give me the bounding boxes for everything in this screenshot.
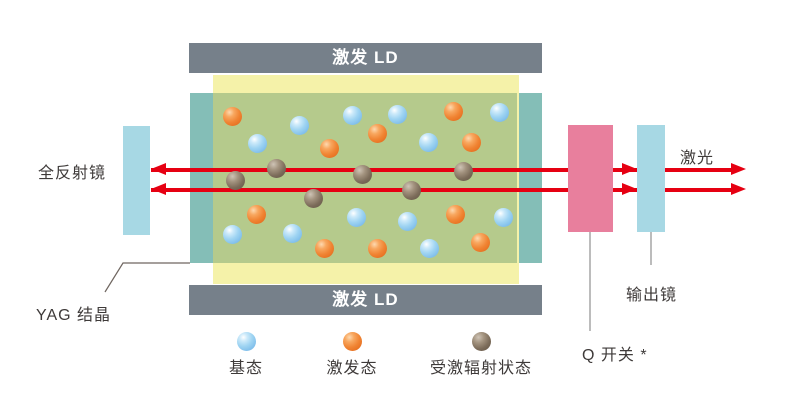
yag-leader-line <box>104 262 190 293</box>
legend-label-excited-state: 激发态 <box>326 360 378 377</box>
legend-label-ground-state: 基态 <box>228 360 263 377</box>
output-beam-lower <box>665 188 731 192</box>
full-reflection-mirror-label: 全反射镜 <box>38 165 107 182</box>
q-switch-element <box>568 125 613 232</box>
beam-arrow-into-mirror-lower-icon <box>622 183 637 196</box>
stimulated-emission-ball-icon <box>471 332 491 351</box>
laser-output-label: 激光 <box>680 150 715 167</box>
output-mirror-element <box>637 125 665 232</box>
beam-arrow-left-upper-icon <box>151 163 166 176</box>
pump-ld-bottom-bar: 激发 LD <box>189 285 542 315</box>
legend-label-stimulated-emission-state: 受激辐射状态 <box>429 360 532 377</box>
output-arrow-lower-icon <box>731 183 746 196</box>
yag-crystal-body <box>213 93 517 263</box>
q-switch-label: Q 开关 * <box>582 347 648 364</box>
legend-item-excited-state: 激发态 <box>310 332 394 378</box>
crystal-right-edge <box>519 93 542 263</box>
yag-crystal-label: YAG 结晶 <box>36 307 112 324</box>
beam-arrow-into-mirror-upper-icon <box>622 163 637 176</box>
crystal-left-edge <box>190 93 213 263</box>
ground-state-ball-icon <box>236 332 256 351</box>
output-beam-upper <box>665 168 731 172</box>
pump-ld-top-bar: 激发 LD <box>189 43 542 73</box>
full-reflection-mirror <box>123 126 150 235</box>
output-arrow-upper-icon <box>731 163 746 176</box>
output-mirror-label: 输出镜 <box>626 287 678 304</box>
beam-arrow-left-lower-icon <box>151 183 166 196</box>
legend-item-ground-state: 基态 <box>204 332 288 378</box>
laser-beam-upper <box>151 168 637 172</box>
excited-state-ball-icon <box>342 332 362 351</box>
legend-item-stimulated-emission-state: 受激辐射状态 <box>421 332 541 378</box>
laser-beam-lower <box>151 188 637 192</box>
